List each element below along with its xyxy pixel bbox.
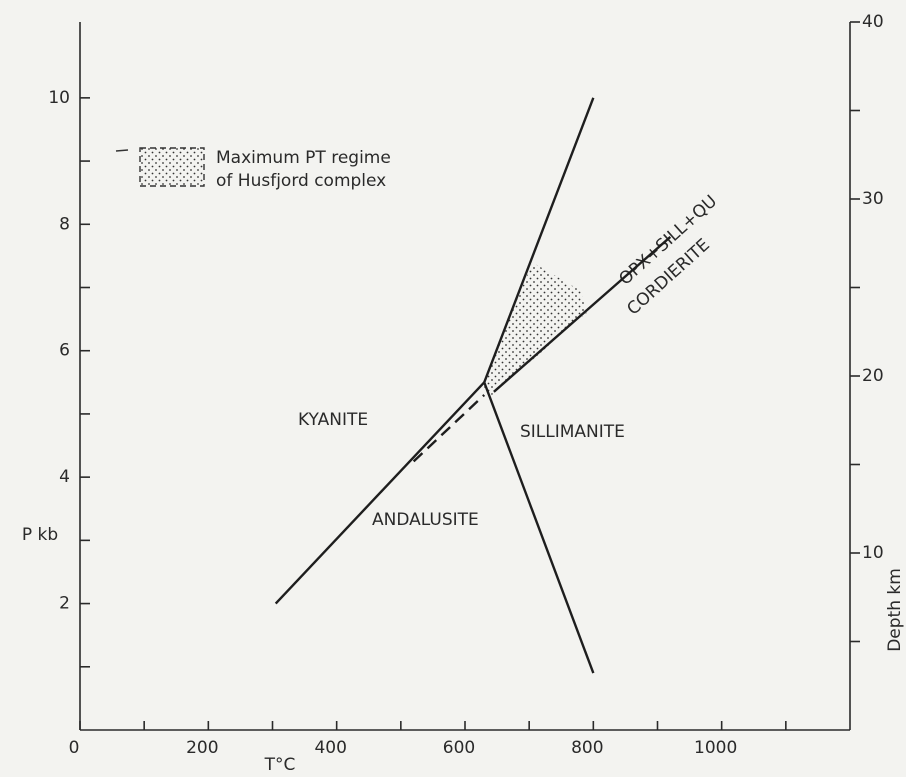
x-tick-label: 0 xyxy=(69,738,80,758)
x-tick-label: 600 xyxy=(443,738,475,758)
annotation: SILLIMANITE xyxy=(520,422,625,442)
legend-text: of Husfjord complex xyxy=(216,171,386,191)
y2-tick-label: 10 xyxy=(862,543,884,563)
y2-axis-label: Depth km xyxy=(885,568,905,652)
x-tick-label: 1000 xyxy=(694,738,737,758)
x-tick-label: 800 xyxy=(571,738,603,758)
phase-boundary xyxy=(483,97,595,383)
legend-dash xyxy=(115,149,129,152)
x-axis-label: T°C xyxy=(264,755,296,775)
y-axis-label: P kb xyxy=(22,525,58,545)
y-tick-label: 2 xyxy=(59,594,70,614)
x-tick-label: 400 xyxy=(314,738,346,758)
y2-tick-label: 30 xyxy=(862,189,884,209)
y-tick-label: 6 xyxy=(59,341,70,361)
y2-tick-label: 40 xyxy=(862,12,884,32)
phase-boundary xyxy=(483,381,595,674)
pt-region xyxy=(481,262,587,395)
y-tick-label: 4 xyxy=(59,467,70,487)
phase-boundary xyxy=(493,236,672,393)
legend-text: Maximum PT regime xyxy=(216,148,391,168)
phase-boundary xyxy=(412,394,486,463)
y2-tick-label: 20 xyxy=(862,366,884,386)
y-tick-label: 8 xyxy=(59,214,70,234)
phase-boundary xyxy=(274,381,486,605)
annotation: ANDALUSITE xyxy=(372,510,479,530)
annotation: KYANITE xyxy=(298,410,368,430)
legend-swatch xyxy=(139,147,205,187)
x-tick-label: 200 xyxy=(186,738,218,758)
y-tick-label: 10 xyxy=(48,88,70,108)
